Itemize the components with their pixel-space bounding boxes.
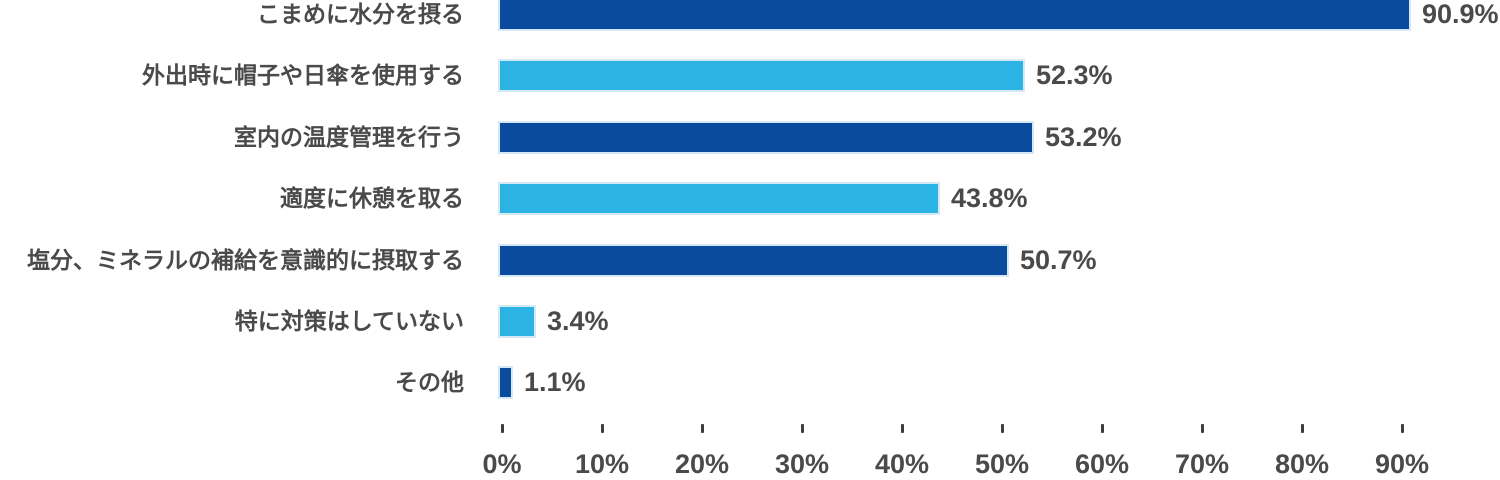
axis-tick [1000,424,1004,433]
axis-tick-label: 90% [1374,449,1430,479]
axis-tick [800,424,804,433]
axis-tick-label: 50% [974,449,1030,479]
bar [500,184,938,213]
bar [500,368,511,397]
value-label: 52.3% [1036,60,1113,90]
axis-tick [900,424,904,433]
bar [500,246,1007,275]
axis-tick [700,424,704,433]
axis-tick-label: 40% [874,449,930,479]
axis-tick-label: 60% [1074,449,1130,479]
category-label: こまめに水分を摂る [257,1,464,27]
category-label: 室内の温度管理を行う [234,124,464,150]
value-label: 1.1% [524,367,586,397]
axis-tick [1200,424,1204,433]
axis-tick-label: 70% [1174,449,1230,479]
value-label: 3.4% [547,306,609,336]
value-label: 53.2% [1045,122,1122,152]
axis-tick-label: 80% [1274,449,1330,479]
axis-tick [1400,424,1404,433]
axis-tick-label: 10% [574,449,630,479]
category-label: その他 [395,369,464,395]
bar [500,0,1409,29]
category-label: 特に対策はしていない [234,308,464,334]
bar [500,61,1023,90]
axis-tick [500,424,504,433]
axis-tick [600,424,604,433]
axis-tick [1300,424,1304,433]
bar [500,307,534,336]
bar [500,123,1032,152]
value-label: 90.9% [1422,0,1499,29]
axis-tick [1100,424,1104,433]
axis-tick-label: 30% [774,449,830,479]
category-label: 外出時に帽子や日傘を使用する [142,62,464,88]
category-label: 塩分、ミネラルの補給を意識的に摂取する [27,247,464,273]
category-label: 適度に休憩を取る [280,185,464,211]
value-label: 50.7% [1020,245,1097,275]
axis-tick-label: 20% [674,449,730,479]
value-label: 43.8% [951,183,1028,213]
axis-tick-label: 0% [482,449,522,479]
